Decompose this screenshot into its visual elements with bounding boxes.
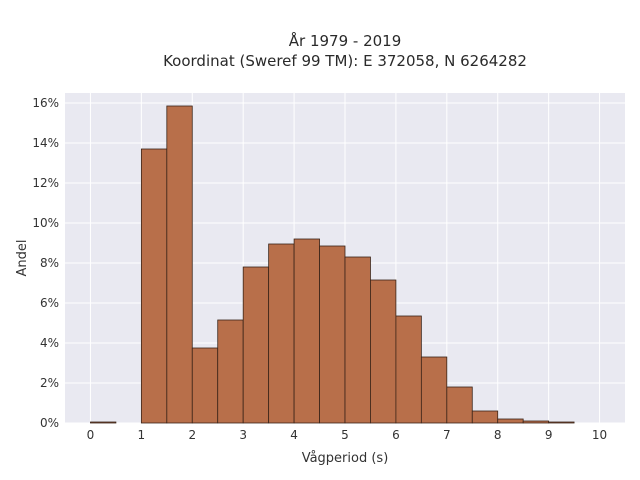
y-tick-label: 4% [40, 336, 59, 350]
y-axis-ticks: 0% 2% 4% 6% 8% 10% 12% 14% 16% [32, 96, 59, 430]
histogram-bar [471, 410, 499, 424]
histogram-bar [370, 279, 397, 424]
histogram-bar [293, 238, 320, 424]
histogram-bar [522, 420, 550, 424]
chart-title-line2: Koordinat (Sweref 99 TM): E 372058, N 62… [163, 52, 527, 70]
histogram-bar [446, 386, 473, 424]
x-tick-label: 0 [87, 428, 95, 442]
histogram-bar [344, 256, 371, 424]
x-tick-label: 6 [392, 428, 400, 442]
x-axis-label: Vågperiod (s) [302, 451, 389, 466]
histogram-bar [140, 148, 168, 424]
x-tick-label: 2 [188, 428, 196, 442]
x-tick-label: 7 [443, 428, 451, 442]
y-tick-label: 12% [32, 176, 59, 190]
histogram-bar [497, 418, 524, 424]
histogram-bar [319, 245, 346, 424]
x-tick-label: 9 [545, 428, 553, 442]
y-tick-label: 16% [32, 96, 59, 110]
x-tick-label: 5 [341, 428, 349, 442]
y-tick-label: 2% [40, 376, 59, 390]
histogram-bar [242, 266, 270, 424]
chart-title-line1: År 1979 - 2019 [289, 31, 402, 50]
histogram-bar [395, 315, 422, 424]
x-tick-label: 3 [239, 428, 247, 442]
histogram-bar [420, 356, 448, 424]
histogram-bar [217, 319, 244, 424]
histogram-bar [268, 243, 295, 424]
y-tick-label: 10% [32, 216, 59, 230]
x-tick-label: 1 [138, 428, 146, 442]
histogram-bar [90, 421, 117, 424]
histogram-bar [548, 421, 575, 424]
y-tick-label: 0% [40, 416, 59, 430]
x-axis-ticks: 0 1 2 3 4 5 6 7 8 9 10 [87, 428, 608, 442]
x-tick-label: 4 [290, 428, 298, 442]
y-axis-label: Andel [15, 240, 30, 277]
y-tick-label: 8% [40, 256, 59, 270]
histogram-bar [166, 105, 193, 424]
x-tick-label: 8 [494, 428, 502, 442]
x-tick-label: 10 [592, 428, 607, 442]
y-tick-label: 6% [40, 296, 59, 310]
y-tick-label: 14% [32, 136, 59, 150]
histogram-bar [191, 347, 219, 424]
bars-group [90, 105, 575, 424]
